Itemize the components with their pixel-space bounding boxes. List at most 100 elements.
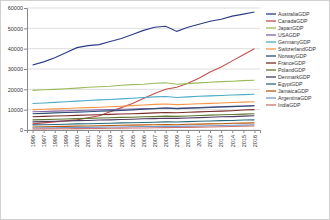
y-tick-mark — [24, 110, 27, 111]
series-line — [33, 126, 255, 129]
x-tick: 2000 — [74, 130, 80, 147]
legend-swatch — [266, 13, 276, 14]
x-tick: 2004 — [119, 130, 125, 147]
x-tick-mark — [232, 130, 233, 133]
x-tick-mark — [177, 130, 178, 133]
legend-swatch — [266, 34, 276, 35]
y-tick-label: 60000 — [8, 5, 23, 11]
x-tick-label: 2009 — [174, 135, 180, 147]
y-tick-mark — [24, 28, 27, 29]
x-tick-mark — [221, 130, 222, 133]
y-tick-label: 20000 — [8, 87, 23, 93]
series-line — [33, 110, 255, 117]
y-tick-label: 10000 — [8, 107, 23, 113]
y-tick-mark — [24, 8, 27, 9]
legend-swatch — [266, 27, 276, 28]
grid-line — [27, 69, 260, 70]
legend-label: IndiaGDP — [278, 102, 301, 108]
x-tick-label: 1999 — [63, 135, 69, 147]
x-tick-label: 2005 — [130, 135, 136, 147]
x-tick-label: 2016 — [252, 135, 258, 147]
x-tick-mark — [44, 130, 45, 133]
x-tick-label: 2001 — [85, 135, 91, 147]
y-tick-label: 0 — [20, 127, 23, 133]
legend-swatch — [266, 69, 276, 70]
legend-label: JapanGDP — [278, 25, 304, 31]
lines — [33, 12, 255, 129]
chart: 0 10000 20000 30000 40000 50000 60000 1996 1997 1… — [0, 0, 330, 220]
x-tick: 2005 — [130, 130, 136, 147]
legend-label: AustraliaGDP — [278, 11, 310, 17]
x-tick-label: 2015 — [241, 135, 247, 147]
x-tick-label: 2002 — [96, 135, 102, 147]
y-tick: 10000 — [8, 107, 27, 113]
y-tick: 30000 — [8, 66, 27, 72]
x-tick: 2013 — [218, 130, 224, 147]
x-tick-mark — [33, 130, 34, 133]
y-tick: 60000 — [8, 5, 27, 11]
x-tick: 2009 — [174, 130, 180, 147]
legend-swatch — [266, 48, 276, 49]
x-tick: 2003 — [107, 130, 113, 147]
x-tick-mark — [132, 130, 133, 133]
y-tick-mark — [24, 89, 27, 90]
x-tick-mark — [210, 130, 211, 133]
legend-label: NorwayGDP — [278, 53, 307, 59]
x-tick-label: 2012 — [207, 135, 213, 147]
x-tick-mark — [66, 130, 67, 133]
x-axis-line — [28, 131, 261, 134]
legend-swatch — [266, 55, 276, 56]
legend-label: DenmarkGDP — [278, 74, 311, 80]
legend-swatch — [266, 83, 276, 84]
legend-label: EgyptGDP — [278, 81, 303, 87]
x-tick-mark — [144, 130, 145, 133]
legend-label: USAGDP — [278, 32, 300, 38]
series-line — [33, 106, 255, 114]
x-tick: 2010 — [185, 130, 191, 147]
grid-line — [27, 48, 260, 49]
grid — [27, 8, 260, 130]
x-tick: 2016 — [252, 130, 258, 147]
x-tick-label: 2010 — [185, 135, 191, 147]
legend-swatch — [266, 97, 276, 98]
legend-label: FranceGDP — [278, 60, 306, 66]
legend: AustraliaGDPCanadaGDPJapanGDPUSAGDPGerma… — [266, 11, 317, 108]
y-tick: 0 — [20, 127, 27, 133]
series-line — [33, 80, 255, 90]
y-tick-mark — [24, 69, 27, 70]
x-tick-mark — [55, 130, 56, 133]
legend-swatch — [266, 62, 276, 63]
legend-label: SwitzerlandGDP — [278, 46, 317, 52]
y-tick-label: 30000 — [8, 66, 23, 72]
x-tick-mark — [199, 130, 200, 133]
x-tick-mark — [77, 130, 78, 133]
legend-swatch — [266, 76, 276, 77]
x-tick-label: 2003 — [107, 135, 113, 147]
x-tick: 1996 — [30, 130, 36, 147]
x-tick-mark — [121, 130, 122, 133]
series-line — [33, 12, 255, 65]
x-tick-mark — [243, 130, 244, 133]
legend-swatch — [266, 90, 276, 91]
x-tick: 2014 — [230, 130, 236, 147]
x-tick-label: 2000 — [74, 135, 80, 147]
x-tick-label: 2004 — [119, 135, 125, 147]
x-tick-mark — [110, 130, 111, 133]
x-tick: 2001 — [85, 130, 91, 147]
plot: 0 10000 20000 30000 40000 50000 60000 1996 1997 1… — [8, 5, 261, 147]
y-tick-label: 40000 — [8, 46, 23, 52]
y-tick: 20000 — [8, 87, 27, 93]
x-tick-mark — [166, 130, 167, 133]
y-axis: 0 10000 20000 30000 40000 50000 60000 — [8, 5, 28, 133]
legend-label: CanadaGDP — [278, 18, 308, 24]
x-tick-label: 2014 — [230, 135, 236, 147]
legend-label: GermanyGDP — [278, 39, 311, 45]
x-tick-mark — [254, 130, 255, 133]
y-tick-mark — [24, 130, 27, 131]
y-axis-line — [24, 9, 28, 131]
x-tick: 1997 — [41, 130, 47, 147]
grid-line — [27, 28, 260, 29]
x-tick: 2006 — [141, 130, 147, 147]
y-tick: 50000 — [8, 26, 27, 32]
x-tick-label: 2013 — [218, 135, 224, 147]
